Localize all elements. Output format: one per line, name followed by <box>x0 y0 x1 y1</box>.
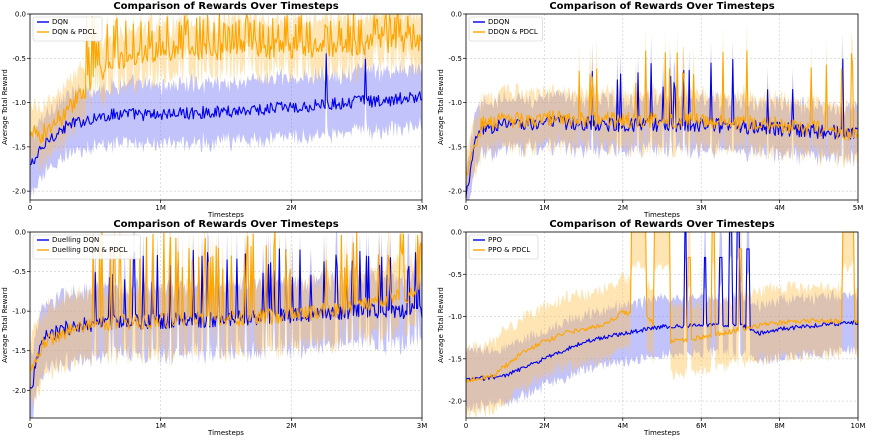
chart-ppo: Comparison of Rewards Over Timesteps -2.0… <box>436 218 872 437</box>
y-axis-label: Average Total Reward <box>1 69 9 145</box>
y-tick-label: 0.0 <box>15 229 26 237</box>
x-tick-label: 10M <box>851 422 866 430</box>
y-tick-label: -2.0 <box>12 188 26 196</box>
y-tick-label: 0.0 <box>15 11 26 19</box>
chart-title: Comparison of Rewards Over Timesteps <box>113 219 338 230</box>
y-tick-label: -1.0 <box>448 313 462 321</box>
series-line-1 <box>29 13 423 144</box>
y-tick-label: -0.5 <box>12 268 26 276</box>
legend-label: DQN & PDCL <box>52 28 97 36</box>
y-tick-label: -1.5 <box>12 347 26 355</box>
x-tick-label: 4M <box>618 422 629 430</box>
x-tick-label: 8M <box>774 422 785 430</box>
legend: PPO PPO & PDCL <box>468 234 539 260</box>
y-tick-label: -0.5 <box>448 271 462 279</box>
legend: DDQN DDQN & PDCL <box>468 16 543 42</box>
chart-title: Comparison of Rewards Over Timesteps <box>549 219 774 230</box>
series-line-0 <box>29 53 423 166</box>
chart-duelling-dqn: Comparison of Rewards Over Timesteps -2.0… <box>0 218 436 437</box>
x-tick-label: 2M <box>539 422 550 430</box>
y-axis-label: Average Total Reward <box>1 287 9 363</box>
legend-label: DQN <box>52 18 68 26</box>
y-tick-label: 0.0 <box>451 11 462 19</box>
x-axis-label: Timesteps <box>643 211 680 218</box>
chart-dqn: Comparison of Rewards Over Timesteps -2.0… <box>0 0 436 219</box>
y-tick-label: -1.5 <box>448 355 462 363</box>
legend: DQN DQN & PDCL <box>32 16 103 42</box>
series-line-0 <box>465 231 859 382</box>
x-axis-label: Timesteps <box>207 429 244 436</box>
x-tick-label: 6M <box>696 422 707 430</box>
legend-label: Duelling DQN & PDCL <box>52 246 128 254</box>
plot-frame <box>465 13 859 201</box>
series-band-0 <box>30 26 422 200</box>
x-tick-label: 2M <box>286 422 297 430</box>
chart-svg: Comparison of Rewards Over Timesteps -2.0… <box>1 219 428 437</box>
y-tick-label: -1.5 <box>12 143 26 151</box>
y-tick-label: -1.5 <box>448 143 462 151</box>
y-tick-label: -1.0 <box>448 99 462 107</box>
chart-ddqn: Comparison of Rewards Over Timesteps -2.0… <box>436 0 872 219</box>
y-tick-label: -0.5 <box>12 55 26 63</box>
x-tick-label: 3M <box>696 204 707 212</box>
legend-label: Duelling DQN <box>52 236 99 244</box>
y-tick-label: -2.0 <box>12 387 26 395</box>
y-tick-label: -1.0 <box>12 99 26 107</box>
y-tick-label: -0.5 <box>448 55 462 63</box>
chart-svg: Comparison of Rewards Over Timesteps -2.0… <box>437 219 866 437</box>
series-band-1 <box>466 232 858 418</box>
x-tick-label: 4M <box>774 204 785 212</box>
legend-label: PPO & PDCL <box>488 246 530 254</box>
y-tick-label: -2.0 <box>448 398 462 406</box>
series-band-1 <box>30 14 422 173</box>
x-tick-label: 3M <box>417 204 428 212</box>
y-tick-label: -1.0 <box>12 308 26 316</box>
y-tick-label: 0.0 <box>451 229 462 237</box>
plot-frame <box>29 13 423 201</box>
legend: Duelling DQN Duelling DQN & PDCL <box>32 234 141 260</box>
x-tick-label: 0 <box>28 204 32 212</box>
series-band-0 <box>466 232 858 413</box>
chart-title: Comparison of Rewards Over Timesteps <box>113 1 338 12</box>
y-axis-label: Average Total Reward <box>437 287 445 363</box>
series-line-1 <box>29 231 423 372</box>
chart-title: Comparison of Rewards Over Timesteps <box>549 1 774 12</box>
series-line-1 <box>465 50 859 176</box>
x-tick-label: 0 <box>464 422 468 430</box>
x-tick-label: 1M <box>539 204 550 212</box>
x-tick-label: 2M <box>286 204 297 212</box>
x-tick-label: 0 <box>464 204 468 212</box>
x-tick-label: 5M <box>853 204 864 212</box>
x-tick-label: 3M <box>417 422 428 430</box>
legend-label: PPO <box>488 236 502 244</box>
chart-svg: Comparison of Rewards Over Timesteps -2.0… <box>437 1 864 219</box>
x-tick-label: 0 <box>28 422 32 430</box>
legend-label: DDQN <box>488 18 510 26</box>
legend-label: DDQN & PDCL <box>488 28 538 36</box>
y-tick-label: -2.0 <box>448 188 462 196</box>
y-axis-label: Average Total Reward <box>437 69 445 145</box>
x-tick-label: 1M <box>155 204 166 212</box>
plot-frame <box>465 231 859 419</box>
chart-svg: Comparison of Rewards Over Timesteps -2.0… <box>1 1 428 219</box>
x-tick-label: 2M <box>618 204 629 212</box>
plot-frame <box>29 231 423 419</box>
x-axis-label: Timesteps <box>207 211 244 218</box>
x-axis-label: Timesteps <box>643 429 680 436</box>
x-tick-label: 1M <box>155 422 166 430</box>
